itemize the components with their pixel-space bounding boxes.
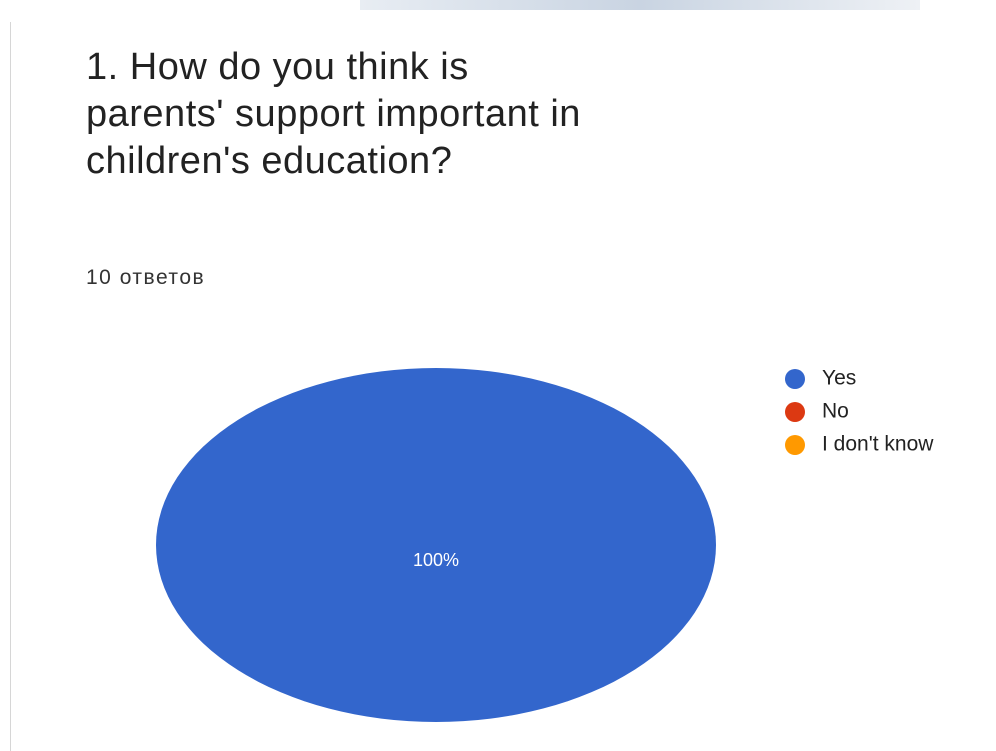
pie-slice: [156, 368, 716, 722]
legend-marker: [785, 369, 805, 389]
legend-label: No: [822, 400, 849, 423]
card-border: [10, 22, 11, 751]
chart-title: 1. How do you think is parents' support …: [86, 46, 581, 182]
legend-label: I don't know: [822, 433, 934, 456]
legend-label: Yes: [822, 367, 856, 390]
legend-marker: [785, 435, 805, 455]
response-count: 10 ответов: [86, 266, 206, 289]
legend-marker: [785, 402, 805, 422]
value-label: 100%: [413, 550, 459, 570]
cropped-image: [360, 0, 920, 10]
